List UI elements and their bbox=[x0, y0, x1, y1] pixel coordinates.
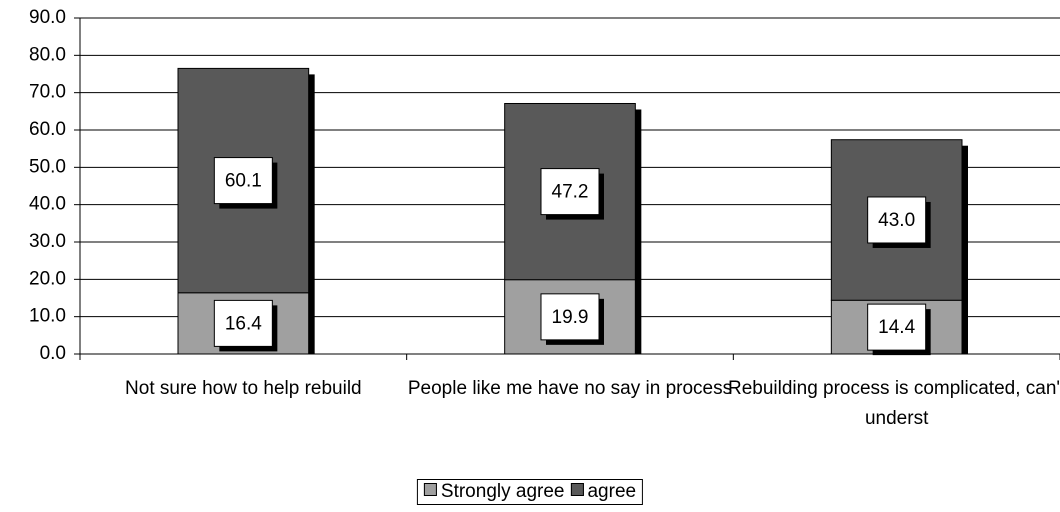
y-tick-label: 70.0 bbox=[29, 82, 66, 103]
data-label: 19.9 bbox=[552, 307, 589, 328]
legend-item: Strongly agree bbox=[423, 481, 565, 503]
y-tick-label: 80.0 bbox=[29, 44, 66, 65]
label-box bbox=[540, 168, 600, 216]
y-tick-label: 50.0 bbox=[29, 156, 66, 177]
data-label: 60.1 bbox=[225, 171, 262, 192]
y-tick-label: 90.0 bbox=[29, 7, 66, 28]
bar bbox=[830, 139, 963, 301]
x-tick-label: Rebuilding process is complicated, can't… bbox=[727, 378, 1060, 429]
y-tick-label: 10.0 bbox=[29, 306, 66, 327]
data-label: 43.0 bbox=[878, 210, 915, 231]
y-tick-label: 30.0 bbox=[29, 231, 66, 252]
legend-item: agree bbox=[570, 481, 636, 503]
label-box bbox=[867, 196, 927, 244]
label-box bbox=[540, 293, 600, 341]
label-box bbox=[213, 299, 273, 347]
data-label: 14.4 bbox=[878, 317, 915, 338]
y-tick-label: 40.0 bbox=[29, 194, 66, 215]
label-box bbox=[867, 303, 927, 351]
data-label: 16.4 bbox=[225, 313, 262, 334]
label-box bbox=[213, 157, 273, 205]
legend: Strongly agree agree bbox=[416, 479, 644, 505]
x-tick-label: Not sure how to help rebuild bbox=[125, 378, 362, 399]
legend-swatch bbox=[423, 483, 437, 496]
y-tick-label: 20.0 bbox=[29, 268, 66, 289]
x-tick-label: People like me have no say in process bbox=[407, 378, 733, 399]
y-tick-label: 0.0 bbox=[40, 343, 66, 364]
data-label: 47.2 bbox=[552, 182, 589, 203]
legend-swatch bbox=[570, 483, 584, 496]
y-tick-label: 60.0 bbox=[29, 119, 66, 140]
legend-label: agree bbox=[587, 481, 637, 502]
legend-label: Strongly agree bbox=[440, 481, 565, 502]
